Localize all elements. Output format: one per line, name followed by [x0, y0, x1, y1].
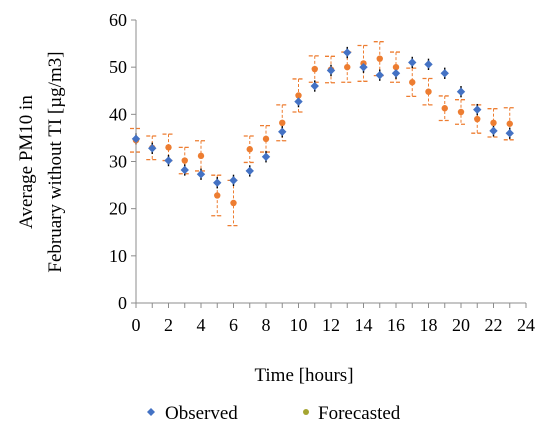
legend-item-observed: Observed — [147, 403, 238, 424]
observed-point — [473, 105, 482, 114]
x-tick-label: 2 — [164, 315, 173, 335]
x-tick-label: 12 — [322, 315, 340, 335]
forecasted-point — [181, 157, 188, 164]
y-axis-title-line-2: February without TI [µg/m3] — [45, 51, 66, 272]
observed-point — [391, 69, 401, 78]
observed-point — [326, 66, 336, 75]
x-tick-label: 8 — [262, 315, 271, 335]
observed-point — [131, 134, 141, 144]
axes — [131, 19, 527, 308]
observed-point — [196, 170, 206, 179]
x-axis-title: Time [hours] — [254, 365, 353, 386]
error-bars — [130, 41, 516, 227]
error-bar-forecasted — [487, 108, 500, 138]
forecasted-point — [392, 63, 400, 71]
legend: Observed Forecasted — [147, 403, 401, 424]
observed-point — [456, 87, 466, 96]
observed-point — [180, 165, 189, 175]
y-tick-label: 40 — [109, 104, 127, 124]
legend-item-forecasted: Forecasted — [303, 403, 401, 424]
x-tick-label: 16 — [387, 315, 405, 335]
forecasted-point — [246, 146, 253, 153]
error-bar-forecasted — [325, 55, 337, 84]
forecasted-point — [165, 144, 172, 151]
data-points — [131, 48, 514, 207]
x-tick-label: 10 — [290, 315, 308, 335]
observed-point — [440, 69, 449, 78]
forecasted-point — [197, 152, 205, 160]
observed-point — [424, 60, 433, 69]
observed-point — [310, 81, 319, 91]
forecasted-point — [490, 119, 497, 127]
y-tick-label: 10 — [109, 246, 127, 266]
y-tick-label: 60 — [109, 10, 127, 30]
x-tick-label: 6 — [229, 315, 238, 335]
x-tick-label: 0 — [132, 315, 141, 335]
legend-label-forecasted: Forecasted — [318, 403, 401, 424]
observed-point — [294, 97, 303, 106]
observed-point — [148, 144, 157, 153]
x-tick-label: 14 — [355, 315, 373, 335]
x-tick-label: 4 — [197, 315, 206, 335]
forecasted-point — [311, 65, 318, 73]
y-tick-label: 0 — [118, 293, 127, 313]
x-tick-label: 20 — [452, 315, 470, 335]
forecasted-point — [295, 92, 302, 99]
observed-point — [489, 126, 498, 136]
legend-marker-observed — [147, 408, 155, 416]
observed-point — [229, 176, 238, 185]
legend-label-observed: Observed — [165, 403, 238, 424]
forecasted-point — [506, 120, 513, 127]
forecasted-point — [230, 199, 237, 207]
x-tick-label: 18 — [420, 315, 438, 335]
observed-point — [164, 156, 173, 165]
observed-point — [375, 70, 384, 80]
x-tick-label: 22 — [485, 315, 503, 335]
observed-point — [213, 178, 222, 187]
error-bar-forecasted — [243, 135, 256, 164]
observed-point — [261, 152, 271, 161]
forecasted-point — [344, 63, 351, 71]
forecasted-point — [409, 79, 416, 86]
forecasted-point — [376, 55, 383, 62]
forecasted-point — [457, 108, 465, 116]
forecasted-point — [262, 135, 270, 143]
legend-marker-forecasted — [303, 409, 309, 415]
y-tick-label: 50 — [109, 57, 127, 77]
forecasted-point — [214, 192, 221, 199]
forecasted-point — [474, 115, 481, 123]
x-tick-label: 24 — [517, 315, 535, 335]
y-axis-title-line-1: Average PM10 in — [16, 95, 37, 229]
y-axis-title: Average PM10 in February without TI [µg/… — [16, 51, 66, 272]
observed-point — [343, 48, 352, 57]
forecasted-point — [441, 105, 448, 112]
observed-point — [359, 62, 368, 72]
forecasted-point — [425, 88, 432, 95]
y-tick-label: 20 — [109, 199, 127, 219]
observed-point — [505, 129, 514, 138]
observed-point — [408, 58, 417, 67]
forecasted-point — [279, 119, 286, 127]
y-tick-label: 30 — [109, 152, 127, 172]
observed-point — [278, 127, 287, 136]
error-bar-forecasted — [422, 77, 435, 106]
observed-point — [245, 166, 254, 176]
